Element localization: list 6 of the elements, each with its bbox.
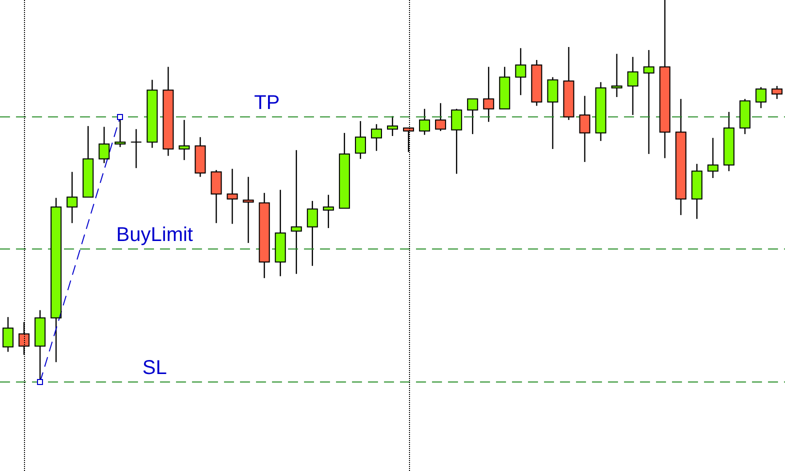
- ref-line-label: SL: [142, 356, 167, 379]
- ref-line-label: BuyLimit: [116, 224, 194, 246]
- candlestick: [771, 85, 782, 100]
- candlestick: [2, 316, 14, 352]
- ref-line-label: TP: [254, 92, 280, 114]
- candlestick: [627, 56, 638, 116]
